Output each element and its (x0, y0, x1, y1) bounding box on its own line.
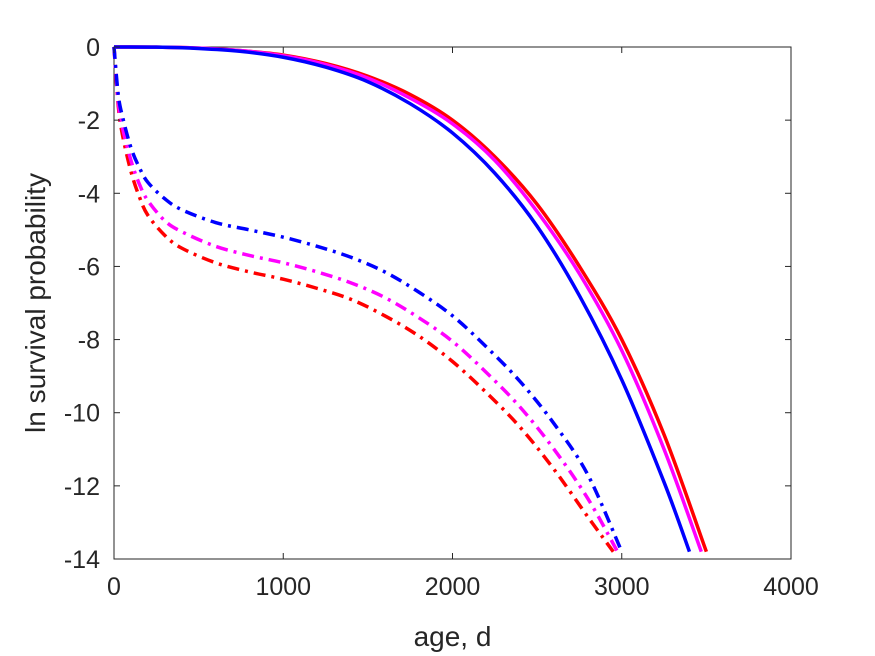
series-layer (112, 45, 709, 553)
y-tick-label: -4 (78, 180, 100, 208)
y-tick-label: -12 (64, 473, 100, 501)
y-tick-label: -14 (64, 546, 100, 574)
x-axis-label: age, d (414, 621, 492, 652)
series-line-6-dashdot (112, 46, 624, 553)
y-tick-label: -6 (78, 253, 100, 281)
series-line-3-solid (113, 45, 692, 553)
y-axis-label: ln survival probability (20, 173, 51, 433)
y-tick-label: -8 (78, 327, 100, 355)
x-tick-label: 2000 (425, 573, 481, 601)
y-tick-label: -2 (78, 107, 100, 135)
x-tick-label: 0 (107, 573, 121, 601)
y-tick-label: -10 (64, 400, 100, 428)
y-tick-label: 0 (86, 34, 100, 62)
ticks-layer: 0 1000 2000 3000 4000 0 -2 -4 -6 -8 -10 -12 -14 (64, 34, 819, 601)
x-tick-label: 4000 (763, 573, 819, 601)
series-line-4-dashdot (112, 46, 615, 553)
x-tick-label: 3000 (594, 573, 650, 601)
x-tick-label: 1000 (255, 573, 311, 601)
